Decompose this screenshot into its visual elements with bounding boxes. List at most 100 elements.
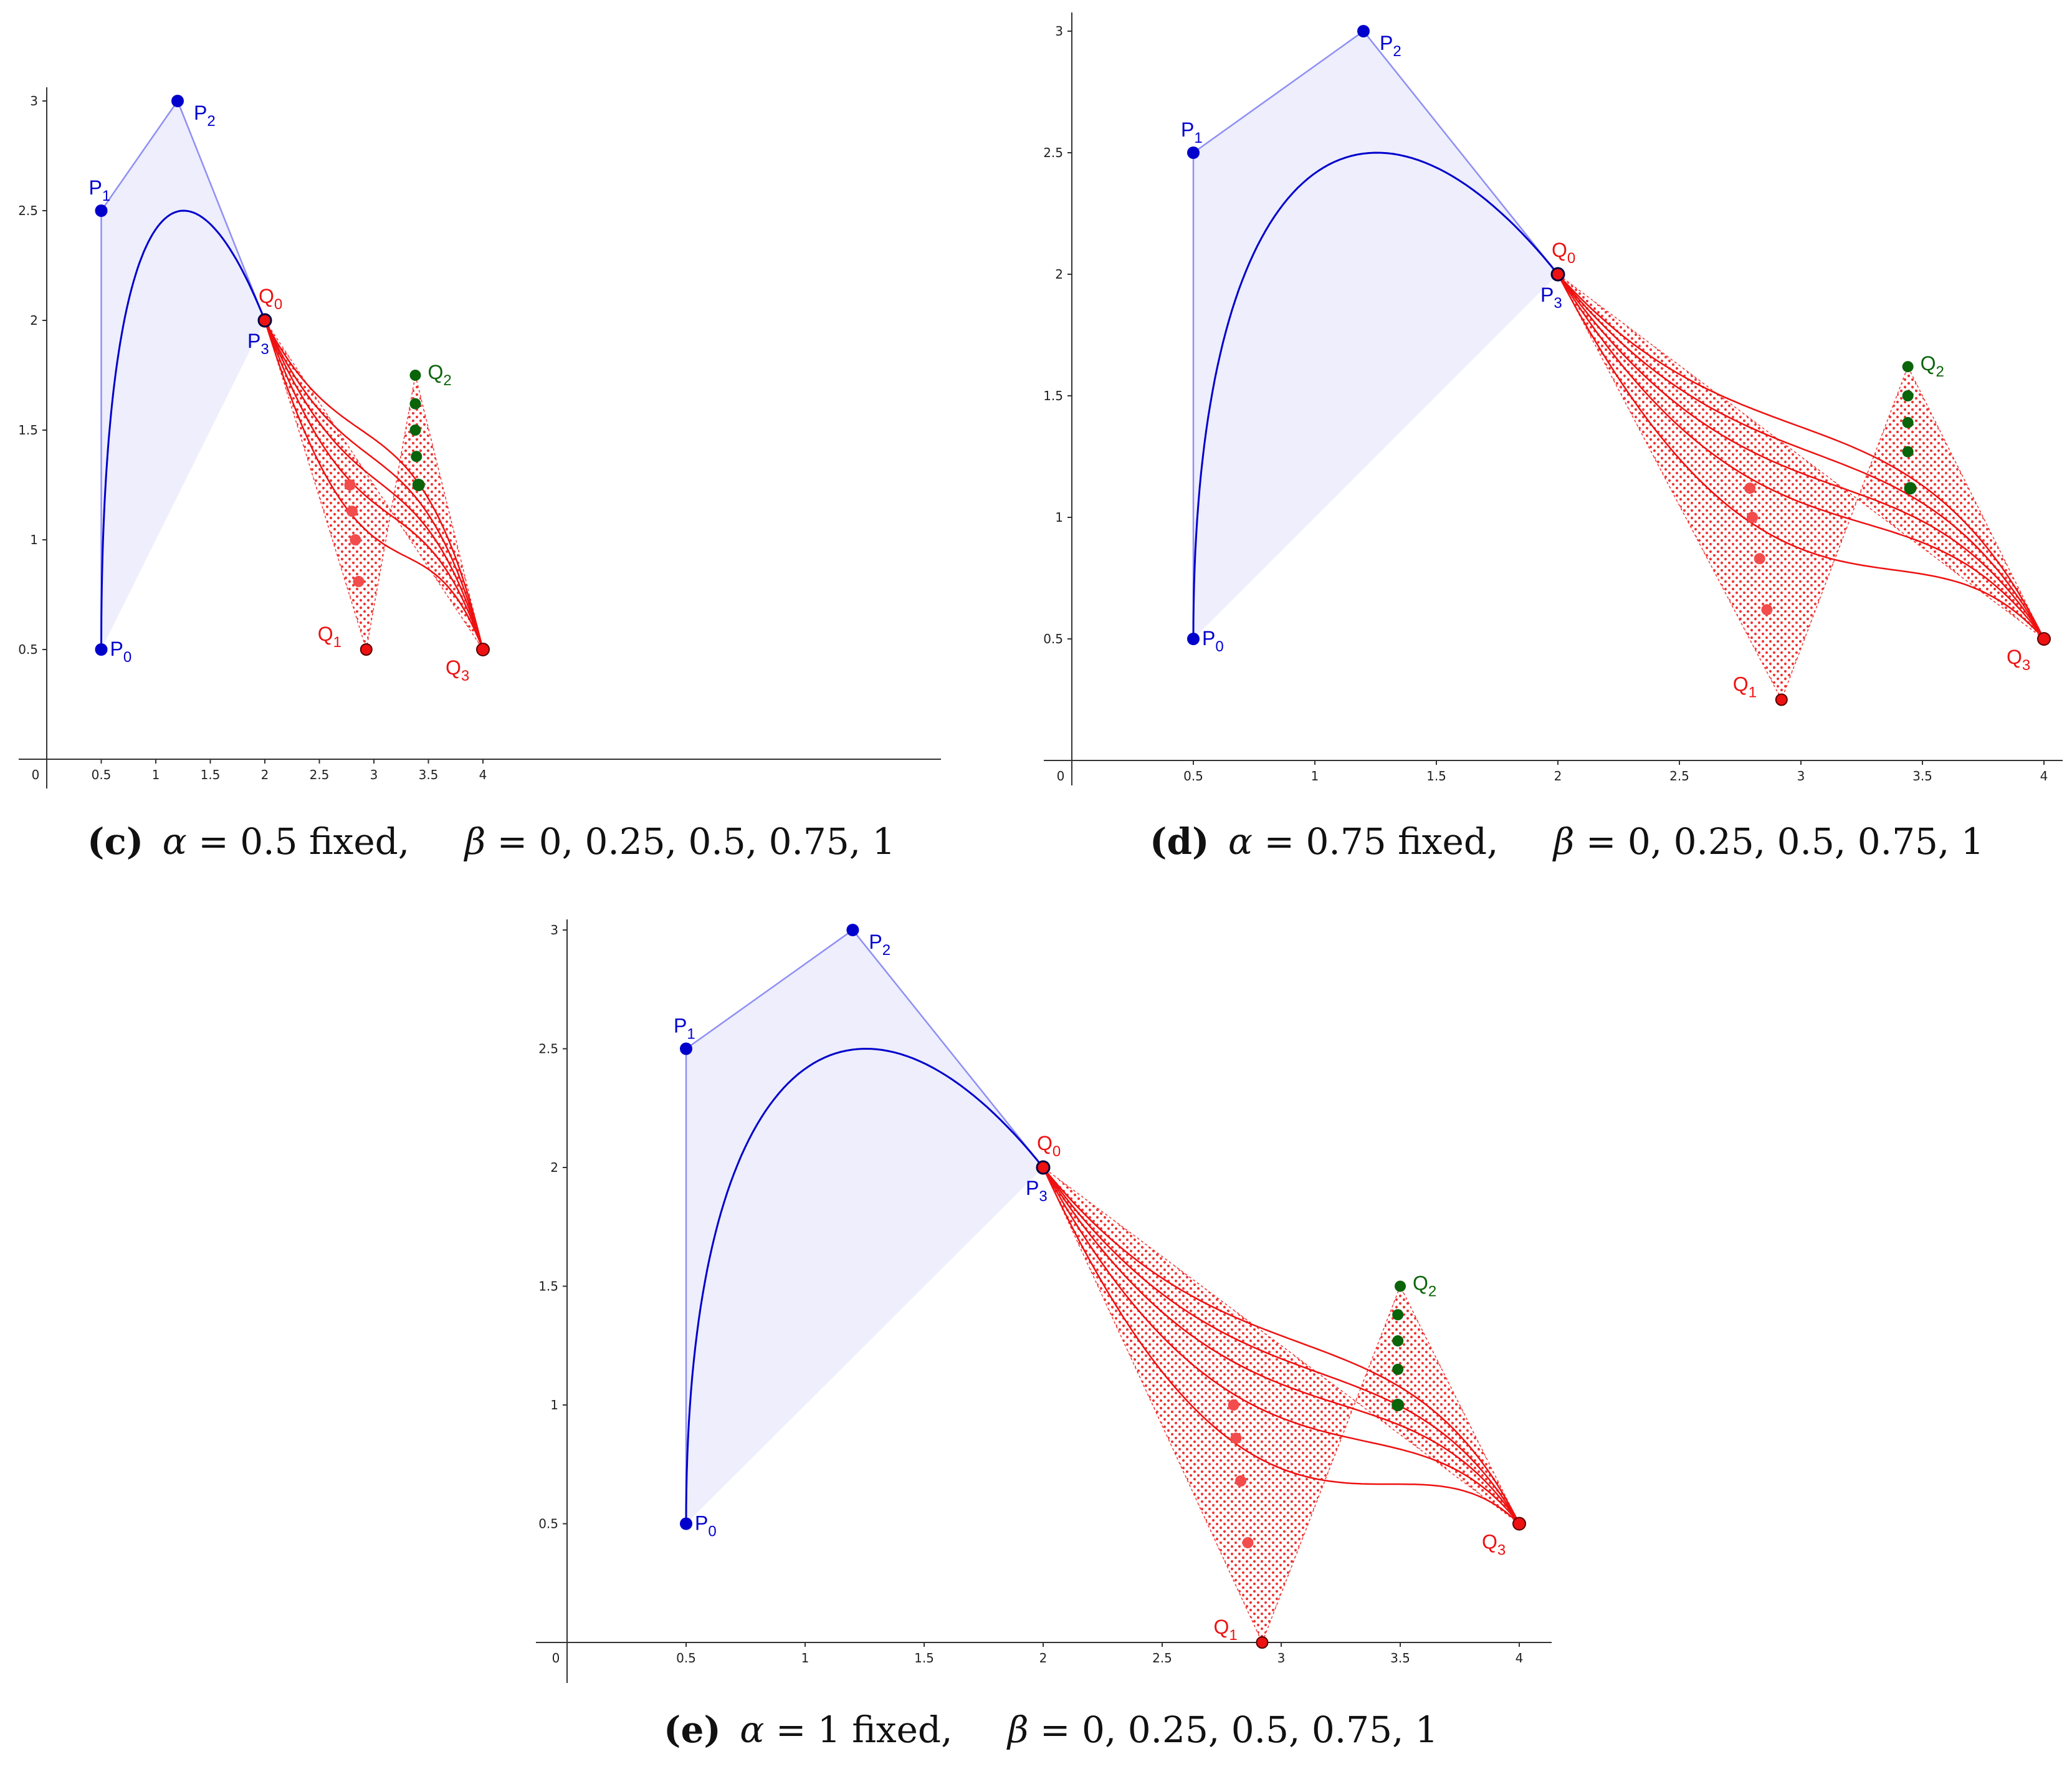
caption-d-alpha: α	[1228, 820, 1253, 863]
q1-family-point	[350, 534, 361, 545]
label-p3: P3	[247, 330, 269, 358]
label-p1-subscript: 1	[102, 188, 110, 204]
label-q3-letter: Q	[1482, 1531, 1497, 1553]
label-p2: P2	[869, 931, 890, 959]
caption-c: (c) α = 0.5 fixed, β = 0, 0.25, 0.5, 0.7…	[87, 820, 895, 863]
label-q2-subscript: 2	[443, 372, 451, 389]
y-tick-label: 2.5	[1043, 145, 1063, 160]
q-bezier-curve	[1557, 274, 2045, 640]
x-tick-label: 4	[1516, 1651, 1524, 1666]
p-convex-hull	[686, 930, 1043, 1524]
y-tick-label: 3	[550, 923, 558, 937]
caption-c-beta: β	[464, 820, 486, 863]
x-tick-label: 2.5	[1669, 769, 1689, 784]
q1-family-point	[1761, 604, 1773, 616]
q2-family-point	[409, 398, 421, 410]
q1-family-point	[1242, 1536, 1254, 1548]
panel-e: 0.5 1 1.5 2 2.5 3 3.5 400.511.522.53 P0P1P2P3Q0…	[536, 919, 1552, 1751]
label-p1: P1	[674, 1015, 695, 1043]
label-q2-subscript: 2	[1936, 363, 1944, 380]
q-convex-hull	[1557, 274, 2045, 701]
q-bezier-curve	[1042, 1167, 1520, 1525]
label-q3-letter: Q	[446, 656, 461, 679]
label-p0-letter: P	[110, 638, 123, 660]
label-p1: P1	[89, 176, 111, 204]
label-p2-letter: P	[1380, 32, 1393, 54]
label-q0: Q0	[1037, 1132, 1061, 1160]
label-p2: P2	[1380, 32, 1401, 60]
q1-family-point	[1744, 482, 1756, 494]
q2-family-point	[1392, 1399, 1405, 1411]
p-control-polygon	[1192, 30, 1559, 639]
x-tick-label: 3.5	[1912, 769, 1932, 784]
label-q1: Q1	[1213, 1616, 1237, 1644]
label-q0-subscript: 0	[274, 296, 282, 313]
caption-e-alpha: α	[740, 1709, 764, 1751]
x-tick-label: 1.5	[1426, 769, 1446, 784]
label-p0: P0	[1202, 627, 1224, 655]
label-p3: P3	[1026, 1177, 1048, 1205]
x-tick-label: 1.5	[201, 767, 221, 782]
p-control-polygon	[100, 99, 266, 650]
label-q1-subscript: 1	[333, 634, 341, 651]
q2-family-point	[1392, 1363, 1404, 1375]
caption-d-letter: (d)	[1150, 820, 1209, 863]
label-q2-letter: Q	[428, 361, 444, 383]
p2-point	[846, 924, 859, 936]
label-q0: Q0	[1552, 239, 1575, 267]
q1-family-point	[344, 479, 356, 491]
q1-point	[360, 643, 373, 656]
y-tick-label: 2	[30, 313, 38, 328]
caption-d: (d) α = 0.75 fixed, β = 0, 0.25, 0.5, 0.…	[1150, 820, 1984, 863]
p-convex-hull	[101, 101, 265, 650]
p2-point	[171, 95, 184, 107]
label-q1-letter: Q	[1733, 673, 1749, 696]
x-tick-label: 2.5	[1152, 1651, 1172, 1666]
q1-family-point	[1228, 1399, 1239, 1411]
panel-d: 0.5 1 1.5 2 2.5 3 3.5 400.511.522.53 P0P1P2P3Q0…	[1043, 12, 2063, 863]
q-bezier-curve	[264, 320, 484, 650]
label-p0: P0	[695, 1512, 717, 1540]
origin-label: 0	[32, 767, 40, 782]
q-bezier-curve	[1557, 274, 2045, 640]
q2-family-point	[409, 424, 421, 436]
q1-family-point	[346, 506, 358, 517]
caption-e-beta: β	[1006, 1709, 1029, 1751]
q2-family-point	[1904, 482, 1917, 495]
label-q3-subscript: 3	[2022, 657, 2030, 674]
label-q2-subscript: 2	[1428, 1283, 1436, 1300]
label-q2: Q2	[428, 361, 452, 389]
x-tick-label: 2	[1554, 769, 1562, 784]
label-p2-subscript: 2	[1393, 43, 1401, 60]
p0-point	[95, 643, 108, 656]
label-q0: Q0	[259, 285, 282, 313]
caption-e-betas: = 0, 0.25, 0.5, 0.75, 1	[1040, 1709, 1438, 1751]
q-convex-hull	[264, 320, 484, 650]
p0-point	[680, 1517, 692, 1530]
x-tick-label: 3	[1797, 769, 1805, 784]
q3-point	[1512, 1517, 1526, 1531]
label-q2-letter: Q	[1921, 352, 1936, 375]
x-tick-label: 2	[261, 767, 269, 782]
x-tick-label: 1.5	[914, 1651, 934, 1666]
origin-label: 0	[1057, 769, 1065, 784]
y-tick-label: 2.5	[18, 203, 38, 218]
label-q2: Q2	[1413, 1272, 1436, 1300]
x-tick-label: 4	[479, 767, 487, 782]
q2-family-point	[411, 451, 423, 463]
x-tick-label: 1	[1311, 769, 1319, 784]
label-p2: P2	[194, 102, 216, 130]
q2-point	[1902, 361, 1914, 373]
label-q1-letter: Q	[1213, 1616, 1229, 1638]
x-tick-label: 0.5	[1183, 769, 1203, 784]
y-tick-label: 2	[550, 1160, 558, 1175]
p0-point	[1187, 633, 1200, 645]
label-p3-subscript: 3	[1554, 295, 1562, 312]
label-q0-subscript: 0	[1567, 250, 1575, 267]
x-tick-label: 2	[1039, 1651, 1048, 1666]
caption-c-betas: = 0, 0.25, 0.5, 0.75, 1	[497, 820, 895, 863]
